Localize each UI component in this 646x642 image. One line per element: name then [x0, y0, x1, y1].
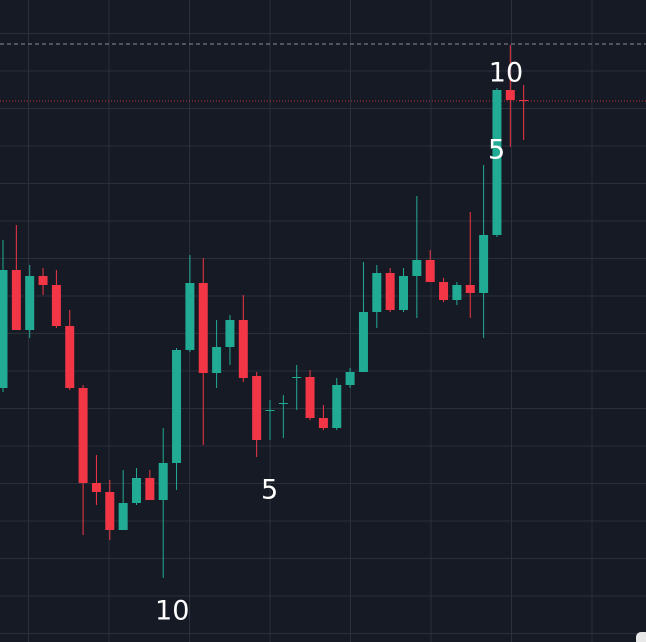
candle-body — [0, 270, 8, 388]
candle-body — [425, 260, 435, 282]
candle-body — [11, 270, 21, 330]
candle-body — [198, 283, 208, 373]
candle-body — [492, 90, 502, 235]
candle-body — [212, 347, 222, 373]
candle-body — [25, 276, 35, 330]
annotation: 5 — [488, 135, 505, 166]
candle-body — [318, 418, 328, 428]
corner-button[interactable] — [636, 632, 646, 642]
candle-body — [238, 320, 248, 378]
candle-body — [158, 463, 168, 500]
candle-body — [385, 273, 395, 310]
candle-body — [265, 410, 275, 411]
annotation: 10 — [155, 596, 189, 627]
candle-body — [132, 478, 141, 503]
candle-body — [225, 320, 235, 347]
candle-body — [78, 388, 88, 483]
candle-body — [38, 276, 48, 285]
candle-body — [185, 283, 195, 350]
annotation: 10 — [489, 58, 523, 89]
candle-body — [118, 503, 128, 530]
candle-body — [399, 276, 408, 310]
candle-body — [145, 478, 155, 500]
annotation: 5 — [261, 475, 278, 506]
candle-body — [439, 282, 449, 300]
candle-body — [305, 377, 315, 418]
candle-body — [252, 376, 262, 440]
candle-body — [412, 260, 422, 276]
candle-body — [465, 285, 475, 293]
candle-body — [372, 273, 382, 312]
candle-body — [172, 350, 182, 463]
candle-body — [278, 403, 288, 404]
candle-body — [519, 100, 529, 101]
candle-body — [105, 492, 115, 530]
candle-body — [51, 285, 61, 326]
candle-body — [292, 377, 302, 378]
candle-body — [452, 285, 462, 300]
candle-body — [479, 235, 489, 293]
candle-body — [65, 326, 75, 388]
candle-body — [91, 483, 101, 492]
candle-body — [345, 372, 355, 385]
candle-body — [358, 312, 368, 372]
candle-body — [505, 90, 515, 100]
candle-body — [332, 385, 342, 428]
